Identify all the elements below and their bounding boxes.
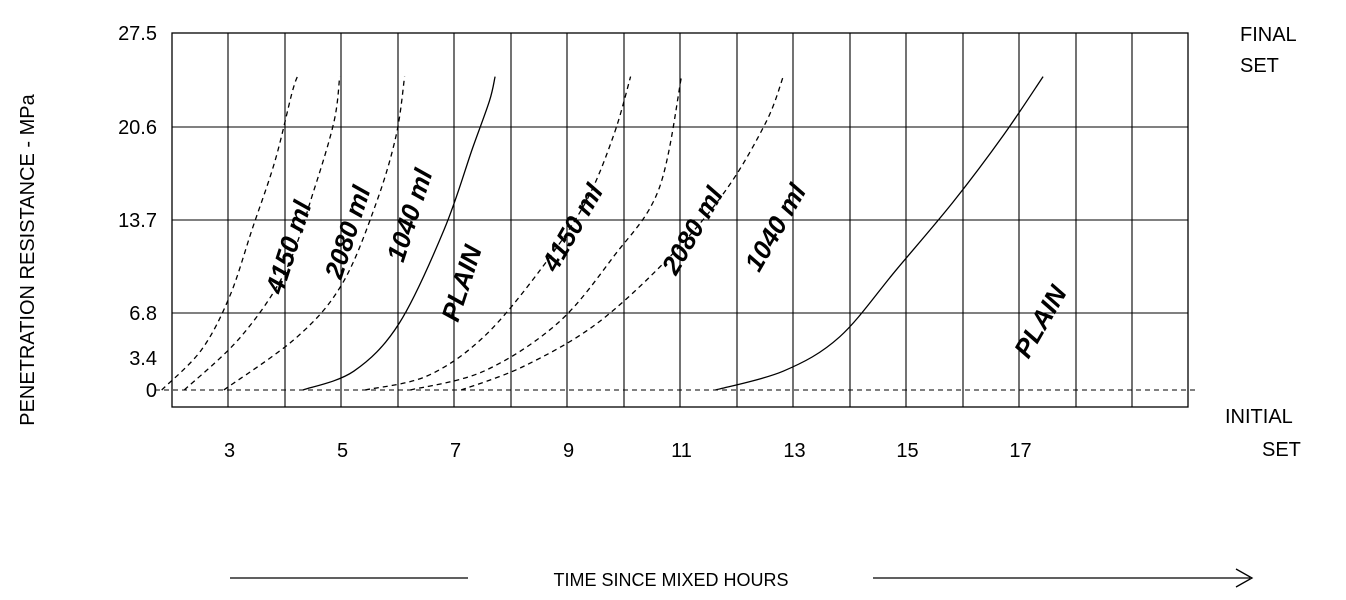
y-tick-label: 0 xyxy=(146,380,157,402)
x-tick-label: 3 xyxy=(224,440,235,462)
y-axis-label: PENETRATION RESISTANCE - MPa xyxy=(17,93,39,425)
y-tick-label: 20.6 xyxy=(118,117,157,139)
curve-annotation: 4150 ml xyxy=(535,178,610,277)
x-axis-arrowhead xyxy=(1235,568,1254,588)
curve-annotation: 2080 ml xyxy=(318,181,377,283)
series-curves xyxy=(161,76,1044,391)
series-curve-2080-ml xyxy=(183,76,341,391)
x-tick-label: 15 xyxy=(896,440,918,462)
x-tick-label: 13 xyxy=(783,440,805,462)
chart-grid xyxy=(171,32,1189,408)
series-curve-4150-ml xyxy=(364,76,632,391)
series-curve-2080-ml xyxy=(410,76,683,391)
x-tick-label: 5 xyxy=(337,440,348,462)
right-label-final-1: FINAL xyxy=(1240,24,1297,46)
curve-annotation: 1040 ml xyxy=(738,178,812,276)
y-tick-label: 3.4 xyxy=(129,348,157,370)
series-curve-plain xyxy=(715,76,1044,391)
curve-annotation: 2080 ml xyxy=(655,181,730,280)
series-curve-1040-ml xyxy=(460,76,784,391)
x-tick-labels: 3 5 7 9 11 13 15 17 xyxy=(224,440,1032,462)
x-tick-label: 7 xyxy=(450,440,461,462)
x-tick-label: 11 xyxy=(671,440,692,462)
curve-annotation: 4150 ml xyxy=(259,196,318,298)
x-tick-label: 9 xyxy=(563,440,574,462)
y-tick-label: 27.5 xyxy=(118,23,157,45)
x-tick-label: 17 xyxy=(1009,440,1031,462)
y-tick-labels: 0 3.4 6.8 13.7 20.6 27.5 xyxy=(118,23,157,402)
curve-annotation: 1040 ml xyxy=(380,164,438,265)
right-label-initial-1: INITIAL xyxy=(1225,406,1293,428)
y-tick-label: 6.8 xyxy=(129,303,157,325)
right-label-initial-2: SET xyxy=(1262,439,1301,461)
curve-annotation: PLAIN xyxy=(1008,279,1074,363)
series-curve-plain xyxy=(302,76,496,391)
x-axis-label: TIME SINCE MIXED HOURS xyxy=(553,570,788,590)
y-tick-label: 13.7 xyxy=(118,210,157,232)
series-curve-1040-ml xyxy=(223,76,406,391)
curve-annotation: PLAIN xyxy=(435,240,488,325)
right-label-final-2: SET xyxy=(1240,55,1279,77)
series-curve-4150-ml xyxy=(161,76,298,391)
